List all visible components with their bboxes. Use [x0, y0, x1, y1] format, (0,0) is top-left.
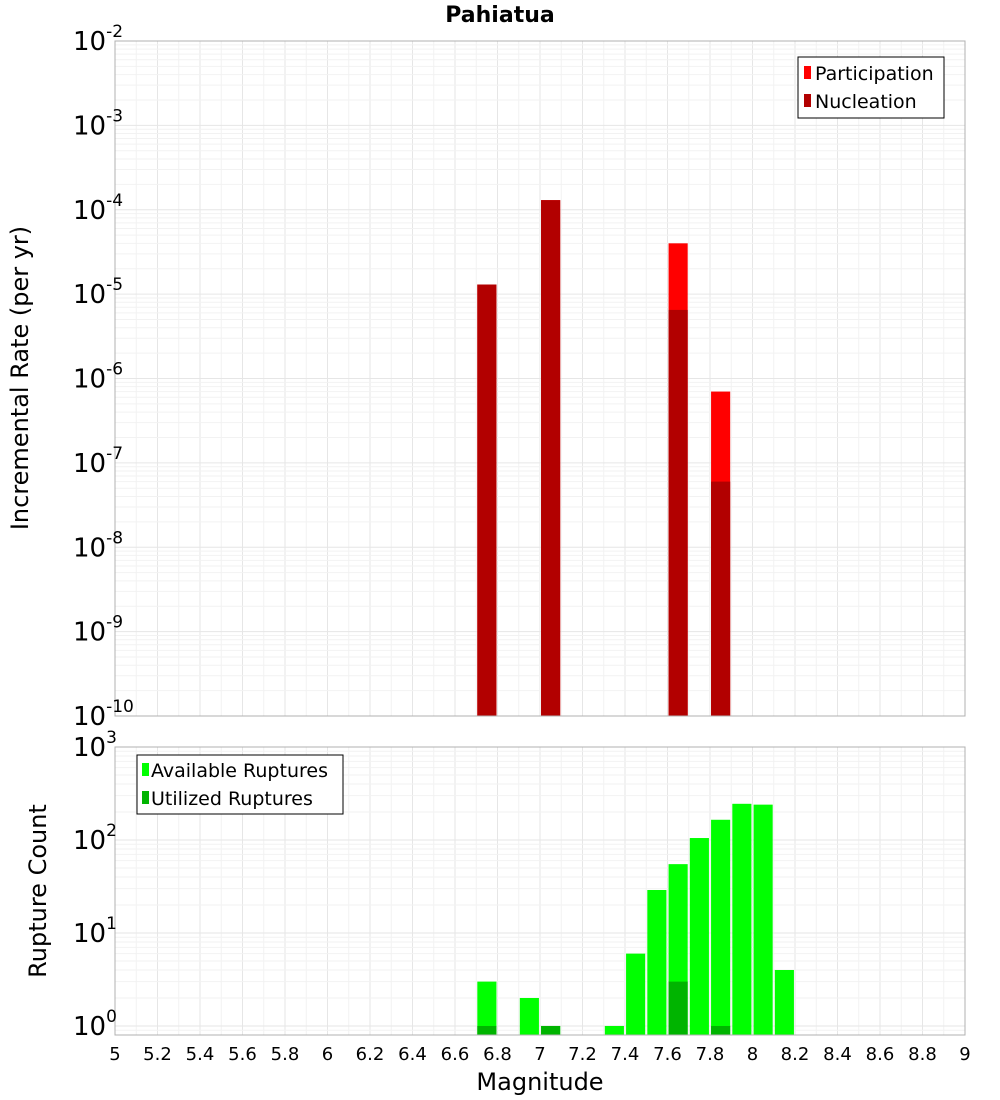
utilized-legend-swatch — [142, 791, 149, 804]
nucleation-bar — [711, 481, 731, 716]
available-ruptures-bar — [626, 953, 646, 1035]
participation-legend-swatch — [804, 66, 811, 79]
available-ruptures-bar — [647, 889, 667, 1035]
rate-y-tick-label: 10-3 — [73, 106, 123, 141]
x-tick-label: 8 — [747, 1044, 758, 1065]
x-tick-label: 7.4 — [611, 1044, 640, 1065]
rate-y-ticks: 10-2 10-3 10-4 10-5 10-6 10-7 10-8 10-9 10-10 — [73, 22, 134, 732]
nucleation-bar — [668, 309, 688, 716]
x-tick-label: 7 — [534, 1044, 545, 1065]
participation-legend-label: Participation — [815, 63, 934, 85]
count-y-tick-label: 101 — [73, 914, 117, 949]
rate-bars — [477, 200, 731, 717]
rate-y-tick-label: 10-5 — [73, 275, 123, 310]
rate-y-tick-label: 10-10 — [73, 697, 134, 732]
rate-y-tick-label: 10-8 — [73, 528, 123, 563]
nucleation-legend-swatch — [804, 94, 811, 107]
count-y-ticks: 103 102 101 100 — [73, 728, 117, 1042]
rate-y-tick-label: 10-9 — [73, 613, 123, 648]
available-ruptures-bar — [711, 819, 731, 1035]
rate-grid — [114, 40, 966, 717]
count-plot-frame — [114, 746, 966, 1036]
x-tick-label: 6 — [322, 1044, 333, 1065]
nucleation-legend-label: Nucleation — [815, 91, 917, 113]
chart-title: Pahiatua — [445, 3, 554, 28]
x-tick-label: 6.2 — [356, 1044, 385, 1065]
x-tick-label: 8.6 — [866, 1044, 895, 1065]
x-tick-label: 7.2 — [568, 1044, 597, 1065]
rate-y-axis-label: Incremental Rate (per yr) — [6, 226, 34, 530]
rate-y-tick-label: 10-6 — [73, 360, 123, 395]
rate-plot-frame — [114, 40, 966, 717]
count-y-tick-label: 102 — [73, 821, 117, 856]
rate-legend-box — [797, 56, 945, 119]
x-axis-label: Magnitude — [476, 1068, 603, 1096]
rate-y-tick-label: 10-4 — [73, 191, 123, 226]
count-y-tick-label: 100 — [73, 1007, 117, 1042]
utilized-ruptures-bar — [668, 981, 688, 1035]
x-tick-label: 5.6 — [228, 1044, 257, 1065]
x-tick-label: 9 — [959, 1044, 970, 1065]
x-tick-label: 5.8 — [271, 1044, 300, 1065]
x-tick-label: 5.2 — [143, 1044, 172, 1065]
x-tick-label: 7.8 — [696, 1044, 725, 1065]
available-ruptures-bar — [519, 997, 539, 1035]
rate-legend: Participation Nucleation — [797, 56, 945, 119]
magnitude-x-ticks: 5 5.2 5.4 5.6 5.8 6 6.2 6.4 6.6 6.8 7 7.2 7.4 7.6 7.8 8… — [109, 1044, 970, 1065]
rate-panel: 10-2 10-3 10-4 10-5 10-6 10-7 10-8 10-9 10-10 In… — [6, 22, 966, 732]
x-tick-label: 8.4 — [823, 1044, 852, 1065]
available-legend-swatch — [142, 763, 149, 776]
x-tick-label: 5.4 — [186, 1044, 215, 1065]
count-bars — [477, 803, 794, 1035]
x-tick-label: 5 — [109, 1044, 120, 1065]
count-y-tick-label: 103 — [73, 728, 117, 763]
utilized-ruptures-bar — [541, 1025, 561, 1035]
available-ruptures-bar — [753, 804, 773, 1035]
available-ruptures-bar — [732, 803, 752, 1035]
rate-y-tick-label: 10-7 — [73, 444, 123, 479]
available-legend-label: Available Ruptures — [151, 760, 328, 782]
count-y-axis-label: Rupture Count — [24, 804, 52, 978]
count-legend: Available Ruptures Utilized Ruptures — [136, 754, 344, 815]
available-ruptures-bar — [774, 969, 794, 1035]
x-tick-label: 6.6 — [441, 1044, 470, 1065]
count-panel: 103 102 101 100 5 5.2 5.4 5.6 5.8 6 6.2 6.4 6.6 6.8 7… — [24, 728, 971, 1096]
rate-y-tick-label: 10-2 — [73, 22, 123, 57]
utilized-legend-label: Utilized Ruptures — [151, 788, 313, 810]
x-tick-label: 6.8 — [483, 1044, 512, 1065]
x-tick-label: 6.4 — [398, 1044, 427, 1065]
utilized-ruptures-bar — [711, 1025, 731, 1035]
x-tick-label: 8.8 — [908, 1044, 937, 1065]
count-legend-box — [136, 754, 344, 815]
available-ruptures-bar — [689, 838, 709, 1035]
available-ruptures-bar — [604, 1025, 624, 1035]
nucleation-bar — [477, 284, 497, 716]
available-ruptures-bar — [477, 981, 497, 1035]
nucleation-bar — [541, 200, 561, 716]
x-tick-label: 7.6 — [653, 1044, 682, 1065]
utilized-ruptures-bar — [477, 1025, 497, 1035]
x-tick-label: 8.2 — [781, 1044, 810, 1065]
